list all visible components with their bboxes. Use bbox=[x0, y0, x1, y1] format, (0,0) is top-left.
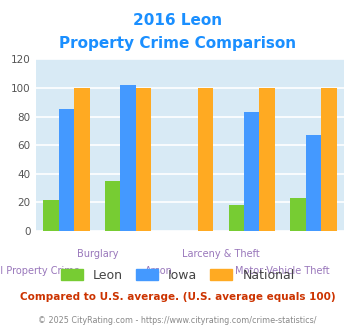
Bar bbox=[260, 88, 275, 231]
Text: Property Crime Comparison: Property Crime Comparison bbox=[59, 36, 296, 51]
Bar bbox=[229, 205, 244, 231]
Bar bbox=[321, 88, 337, 231]
Text: All Property Crime: All Property Crime bbox=[0, 266, 80, 276]
Bar bbox=[59, 110, 74, 231]
Legend: Leon, Iowa, National: Leon, Iowa, National bbox=[55, 264, 300, 287]
Text: Larceny & Theft: Larceny & Theft bbox=[182, 249, 260, 259]
Bar bbox=[105, 181, 120, 231]
Text: 2016 Leon: 2016 Leon bbox=[133, 13, 222, 28]
Bar bbox=[43, 200, 59, 231]
Bar bbox=[198, 88, 213, 231]
Bar bbox=[136, 88, 151, 231]
Text: Burglary: Burglary bbox=[77, 249, 118, 259]
Bar bbox=[290, 198, 306, 231]
Text: Arson: Arson bbox=[145, 266, 173, 276]
Bar bbox=[120, 85, 136, 231]
Bar bbox=[306, 135, 321, 231]
Bar bbox=[74, 88, 89, 231]
Text: Motor Vehicle Theft: Motor Vehicle Theft bbox=[235, 266, 330, 276]
Bar bbox=[244, 112, 260, 231]
Text: Compared to U.S. average. (U.S. average equals 100): Compared to U.S. average. (U.S. average … bbox=[20, 292, 335, 302]
Text: © 2025 CityRating.com - https://www.cityrating.com/crime-statistics/: © 2025 CityRating.com - https://www.city… bbox=[38, 315, 317, 325]
